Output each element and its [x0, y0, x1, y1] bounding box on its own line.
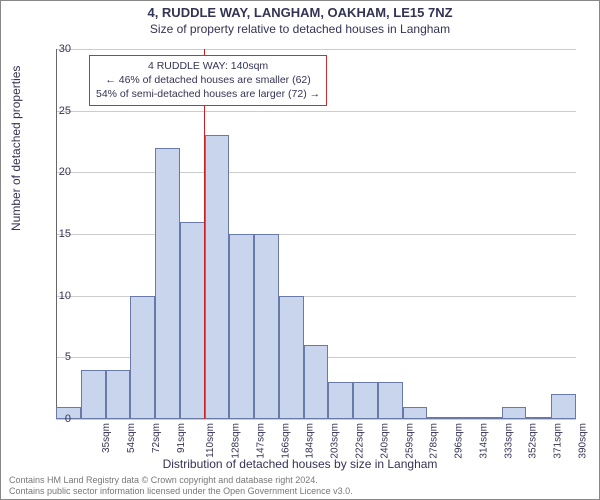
- gridline: [56, 234, 576, 235]
- x-tick-label: 147sqm: [256, 423, 267, 459]
- histogram-bar: [254, 234, 279, 419]
- y-tick-label: 5: [65, 351, 71, 363]
- histogram-bar: [279, 296, 304, 419]
- footer-line2: Contains public sector information licen…: [9, 486, 353, 497]
- x-tick-label: 128sqm: [231, 423, 242, 459]
- annotation-line2: ← 46% of detached houses are smaller (62…: [96, 73, 320, 87]
- gridline: [56, 49, 576, 50]
- x-tick-label: 203sqm: [330, 423, 341, 459]
- histogram-bar: [452, 417, 477, 419]
- x-tick-label: 222sqm: [355, 423, 366, 459]
- histogram-bar: [477, 417, 502, 419]
- histogram-bar: [155, 148, 180, 419]
- x-tick-label: 352sqm: [528, 423, 539, 459]
- x-axis-label: Distribution of detached houses by size …: [1, 457, 599, 471]
- x-tick-label: 278sqm: [429, 423, 440, 459]
- chart-container: 4, RUDDLE WAY, LANGHAM, OAKHAM, LE15 7NZ…: [0, 0, 600, 500]
- histogram-bar: [81, 370, 106, 419]
- y-tick-label: 0: [65, 413, 71, 425]
- histogram-bar: [304, 345, 329, 419]
- gridline: [56, 111, 576, 112]
- x-tick-label: 72sqm: [151, 423, 162, 453]
- histogram-bar: [106, 370, 131, 419]
- x-tick-label: 91sqm: [176, 423, 187, 453]
- histogram-bar: [205, 135, 230, 419]
- x-tick-label: 166sqm: [280, 423, 291, 459]
- histogram-bar: [378, 382, 403, 419]
- y-tick-label: 15: [59, 228, 71, 240]
- x-tick-label: 333sqm: [503, 423, 514, 459]
- histogram-bar: [229, 234, 254, 419]
- histogram-bar: [180, 222, 205, 419]
- histogram-bar: [403, 407, 428, 419]
- annotation-line3: 54% of semi-detached houses are larger (…: [96, 87, 320, 101]
- x-tick-label: 240sqm: [379, 423, 390, 459]
- histogram-bar: [502, 407, 527, 419]
- y-axis: [56, 49, 57, 419]
- x-tick-label: 314sqm: [478, 423, 489, 459]
- y-axis-label: Number of detached properties: [9, 66, 23, 231]
- histogram-bar: [353, 382, 378, 419]
- y-tick-label: 10: [59, 290, 71, 302]
- x-tick-label: 110sqm: [205, 423, 216, 458]
- histogram-bar: [526, 417, 551, 419]
- y-tick-label: 30: [59, 43, 71, 55]
- annotation-line1: 4 RUDDLE WAY: 140sqm: [96, 59, 320, 73]
- footer-attribution: Contains HM Land Registry data © Crown c…: [9, 475, 353, 497]
- x-tick-label: 35sqm: [101, 423, 112, 453]
- gridline: [56, 172, 576, 173]
- histogram-bar: [130, 296, 155, 419]
- annotation-box: 4 RUDDLE WAY: 140sqm← 46% of detached ho…: [89, 55, 327, 106]
- x-tick-label: 390sqm: [577, 423, 588, 459]
- title-address: 4, RUDDLE WAY, LANGHAM, OAKHAM, LE15 7NZ: [1, 5, 599, 20]
- x-tick-label: 296sqm: [454, 423, 465, 459]
- x-tick-label: 371sqm: [553, 423, 564, 459]
- gridline: [56, 419, 576, 420]
- histogram-bar: [551, 394, 576, 419]
- y-tick-label: 25: [59, 105, 71, 117]
- histogram-bar: [328, 382, 353, 419]
- x-tick-label: 54sqm: [126, 423, 137, 453]
- x-tick-label: 184sqm: [305, 423, 316, 459]
- y-tick-label: 20: [59, 166, 71, 178]
- footer-line1: Contains HM Land Registry data © Crown c…: [9, 475, 353, 486]
- histogram-bar: [427, 417, 452, 419]
- x-tick-label: 259sqm: [404, 423, 415, 459]
- title-subtitle: Size of property relative to detached ho…: [1, 22, 599, 36]
